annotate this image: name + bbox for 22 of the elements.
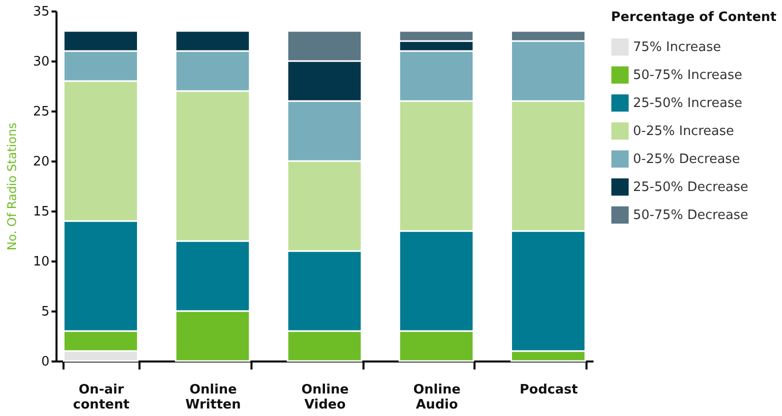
y-axis-title: No. Of Radio Stations bbox=[4, 122, 19, 250]
legend-label: 75% Increase bbox=[633, 40, 722, 55]
y-tick-label: 5 bbox=[41, 304, 50, 320]
x-tick-label: On-air content bbox=[73, 382, 130, 412]
legend-label: 50-75% Decrease bbox=[633, 208, 748, 223]
legend-label: 0-25% Decrease bbox=[633, 152, 740, 167]
y-tick-label: 20 bbox=[32, 154, 50, 170]
legend-title: Percentage of Content bbox=[611, 10, 777, 25]
legend-label: 25-50% Decrease bbox=[633, 180, 748, 195]
y-tick-label: 0 bbox=[41, 354, 50, 370]
x-tick-label: Online Audio bbox=[413, 382, 461, 412]
y-tick-label: 10 bbox=[32, 254, 50, 270]
y-tick-label: 25 bbox=[32, 104, 50, 120]
legend-label: 50-75% Increase bbox=[633, 68, 742, 83]
x-tick-label: Podcast bbox=[520, 382, 578, 398]
y-tick-label: 15 bbox=[32, 204, 50, 220]
y-tick-label: 35 bbox=[32, 4, 50, 20]
y-tick-label: 30 bbox=[32, 54, 50, 70]
legend-label: 0-25% Increase bbox=[633, 124, 734, 139]
x-tick-label: Online Video bbox=[301, 382, 349, 412]
legend-label: 25-50% Increase bbox=[633, 96, 742, 111]
x-tick-label: Online Written bbox=[185, 382, 241, 412]
